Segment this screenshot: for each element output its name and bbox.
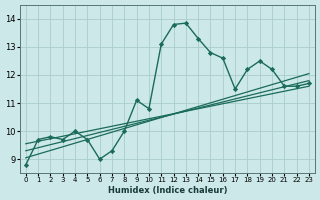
X-axis label: Humidex (Indice chaleur): Humidex (Indice chaleur) [108,186,227,195]
